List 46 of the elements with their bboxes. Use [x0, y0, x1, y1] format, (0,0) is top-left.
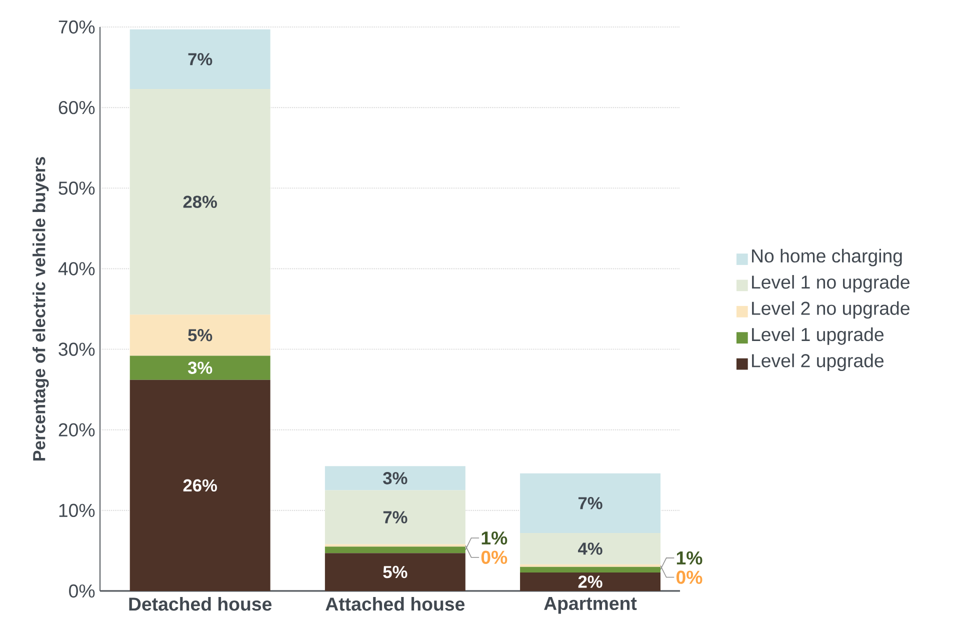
- data-label: 5%: [188, 329, 212, 342]
- y-tick-label: 0%: [69, 584, 95, 598]
- y-tick-label: 20%: [58, 423, 95, 436]
- bar: [130, 314, 270, 356]
- data-label: 7%: [188, 53, 212, 66]
- data-label: 3%: [383, 472, 408, 484]
- x-tick-label: Apartment: [544, 597, 637, 614]
- bar: [324, 466, 466, 490]
- data-label: 2%: [578, 576, 602, 588]
- data-label: 1%: [676, 551, 702, 565]
- y-tick-label: 40%: [58, 262, 95, 276]
- y-tick-label: 60%: [58, 100, 95, 114]
- data-label: 7%: [383, 511, 408, 524]
- data-label: 5%: [383, 566, 408, 578]
- bar: [520, 566, 660, 572]
- legend-label: Level 2 upgrade: [752, 354, 884, 372]
- bar: [520, 572, 660, 591]
- bar: [324, 546, 466, 554]
- x-tick-label: Attached house: [326, 597, 465, 611]
- data-label: 0%: [481, 550, 508, 564]
- bar: [130, 380, 270, 591]
- y-tick-label: 30%: [58, 342, 95, 356]
- bar: [520, 473, 660, 533]
- x-tick-label: Detached house: [129, 597, 272, 611]
- legend-label: No home charging: [752, 248, 902, 266]
- y-tick-label: 50%: [58, 182, 95, 195]
- bar: [520, 564, 660, 567]
- legend-label: Level 2 no upgrade: [752, 301, 910, 319]
- legend-label: Level 1 upgrade: [752, 327, 884, 345]
- bar: [130, 29, 270, 90]
- y-tick-label: 10%: [59, 504, 95, 518]
- data-label: 4%: [578, 542, 602, 555]
- bar: [130, 356, 270, 380]
- bar: [520, 532, 660, 564]
- data-label: 28%: [183, 196, 217, 208]
- data-label: 1%: [482, 531, 508, 545]
- bar: [324, 490, 466, 544]
- y-tick-label: 70%: [58, 20, 95, 34]
- bar: [324, 553, 466, 591]
- legend-label: Level 1 no upgrade: [752, 275, 910, 292]
- y-axis-title: Percentage of electric vehicle buyers: [32, 157, 49, 461]
- data-label: 26%: [183, 479, 217, 492]
- data-label: 0%: [676, 570, 702, 584]
- data-label: 3%: [188, 362, 212, 374]
- bar: [130, 89, 270, 315]
- data-label: 7%: [578, 497, 602, 510]
